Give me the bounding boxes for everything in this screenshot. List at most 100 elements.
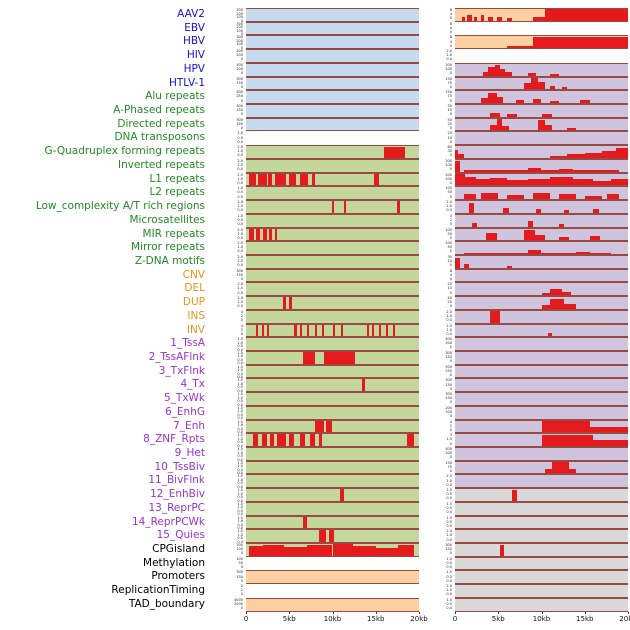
signal-bar [567,128,577,131]
left-y-axis-ticks: 300 200 100 0 [210,35,246,49]
y-tick-label: 0 [240,606,243,611]
signal-bar [393,324,396,337]
y-tick-label: 200 [236,53,243,58]
x-tick-mark [584,611,586,614]
left-y-axis-ticks: 1.5 1.0 0.5 0.0 [210,488,246,502]
y-tick-label: 200 [445,405,452,410]
y-tick-label: 150 [445,76,452,81]
signal-bar [249,546,264,556]
y-tick-label: 0 [449,139,452,144]
right-track [455,570,628,585]
right-y-axis-ticks: 500 250 0 [419,365,455,379]
signal-bar [593,180,611,186]
track-label: INS [187,309,205,322]
y-tick-label: 0.0 [237,139,243,144]
y-tick-label: 4000 [234,597,243,602]
left-track [246,419,419,434]
y-tick-label: 0.5 [237,454,243,458]
signal-bar [550,73,559,76]
y-tick-label: 1.0 [237,395,243,400]
left-track [246,337,419,351]
signal-bar [527,178,551,186]
y-tick-label: 0.5 [237,508,243,513]
signal-bar [506,194,525,200]
signal-bar [558,194,577,200]
y-tick-label: 20 [447,300,452,305]
y-tick-label: 0 [240,564,243,569]
right-y-axis-ticks: 3 1.5 0 [419,433,455,447]
y-tick-label: 1.0 [237,491,243,496]
signal-bar [406,434,414,446]
track-label: AAV2 [177,8,205,20]
y-tick-label: 2 [240,327,243,332]
right-y-axis-ticks: 50 25 0 [419,118,455,132]
left-y-axis-ticks: 300 150 0 [210,570,246,584]
y-tick-label: 1.0 [237,519,243,524]
signal-bar [255,228,260,241]
signal-bar [558,168,573,172]
track-row: 14_ReprPCWk 1.5 1.0 0.5 0.0 1.0 0.5 0.0 [0,515,630,530]
track-row: A-Phased repeats 300 150 0 30 15 0 [0,104,630,118]
y-tick-label: 1.5 [446,501,452,506]
left-y-axis-ticks: 1.5 1.0 0.5 0.0 [210,406,246,419]
y-tick-label: 150 [445,460,452,465]
y-tick-label: 1.0 [446,478,452,483]
y-tick-label: 2 [449,217,452,222]
right-y-axis-ticks: 150 75 0 [419,77,455,91]
y-tick-label: 20 [447,282,452,287]
left-y-axis-ticks: 2.0 1.0 0.0 [210,296,246,310]
signal-bar [277,434,286,446]
right-track [455,49,628,63]
right-y-axis-ticks: 150 75 0 [419,461,455,475]
left-y-axis-ticks: 2.0 1.0 0.0 [210,159,246,173]
left-track [246,323,419,338]
right-y-axis-ticks: 2.0 1.0 0.0 [419,474,455,488]
y-tick-label: 4 [449,25,452,30]
left-y-axis-ticks: 1.5 1.0 0.5 0.0 [210,502,246,515]
y-tick-label: 40 [447,296,452,301]
left-y-axis-ticks: 2.0 1.0 0.0 [210,228,246,242]
track-row: Methylation 100 50 0 1.0 0.5 0.0 [0,556,630,571]
track-label: 4_Tx [180,378,205,391]
y-tick-label: 1.0 [237,204,243,209]
left-y-axis-ticks: 1.5 1.0 0.5 0.0 [210,516,246,529]
y-tick-label: 10 [447,286,452,291]
left-track [246,76,419,91]
y-tick-label: 1.5 [237,378,243,383]
y-tick-label: 0 [240,331,243,336]
right-y-axis-ticks: 2.0 1.0 0.0 [419,310,455,324]
y-tick-label: 0.0 [237,347,243,351]
right-y-axis-ticks: 30 15 0 [419,104,455,118]
y-tick-label: 2.0 [237,296,243,301]
y-tick-label: 1.5 [446,437,452,442]
signal-bar [567,154,585,158]
y-tick-label: 0 [449,235,452,240]
y-tick-label: 200 [236,543,243,548]
y-tick-label: 1.0 [237,213,243,218]
right-y-axis-ticks: 20 10 0 [419,131,455,145]
track-label: HIV [186,49,205,62]
signal-bar [615,147,628,158]
y-tick-label: 75 [447,80,452,85]
signal-bar [274,228,278,241]
track-row: G-Quadruplex forming repeats 2.0 1.0 0.0 60 3… [0,145,630,159]
y-tick-label: 0 [240,318,243,323]
track-label: 7_Enh [173,419,205,432]
left-y-axis-ticks: 1.0 0.5 0.0 [210,131,246,145]
y-tick-label: 300 [236,268,243,273]
x-axis-left: 0 5kb 10kb 15kb 20kb [244,611,428,628]
signal-bar [527,249,542,254]
signal-bar [534,234,545,241]
track-row: 3_TxFlnk 1.5 1.0 0.5 0.0 500 250 0 [0,364,630,379]
y-tick-label: 100 [445,241,452,246]
signal-bar [544,125,552,131]
left-track [246,474,419,489]
signal-bar [496,17,502,21]
y-tick-label: 300 [236,104,243,109]
right-y-axis-ticks: 1.5 0.5 0.0 [419,488,455,502]
y-tick-label: 4 [449,272,452,277]
y-tick-label: 0 [449,359,452,364]
signal-bar [299,324,302,337]
signal-bar [329,530,335,543]
signal-bar [487,93,497,104]
